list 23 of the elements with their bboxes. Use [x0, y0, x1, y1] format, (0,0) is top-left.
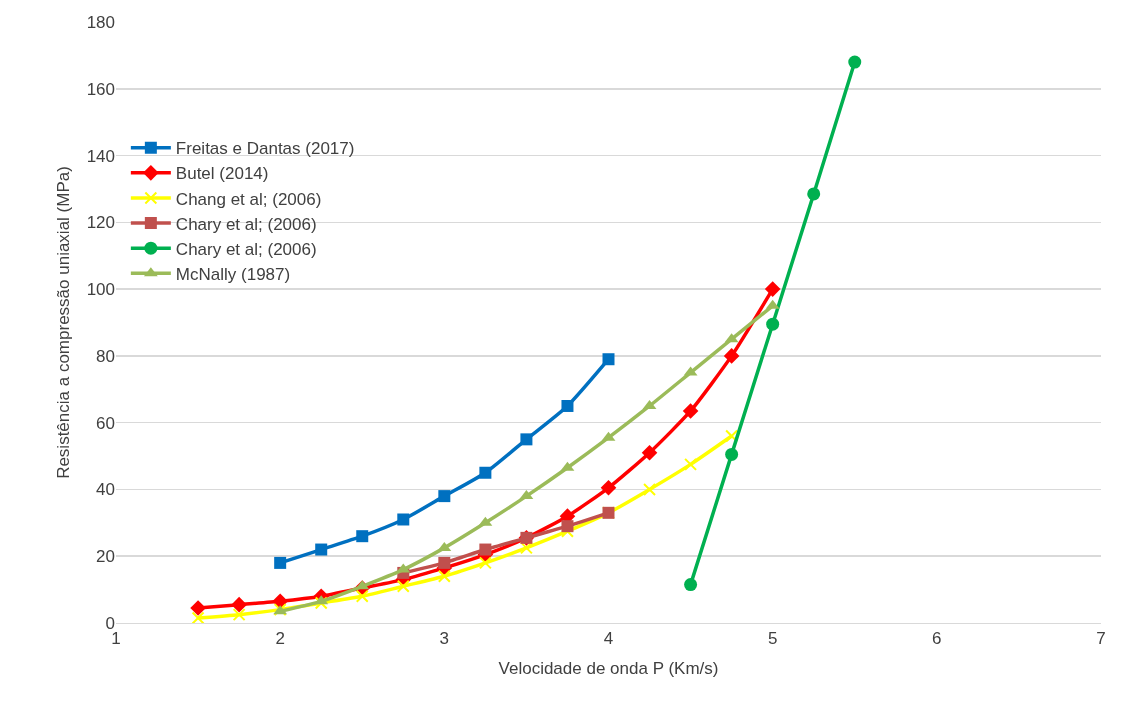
- legend-label: McNally (1987): [175, 264, 291, 284]
- y-tick-label: 100: [86, 280, 115, 300]
- y-tick-label: 20: [96, 547, 115, 567]
- y-tick-label: 120: [86, 213, 115, 233]
- x-tick-label: 7: [1096, 629, 1106, 649]
- y-tick-label: 140: [86, 146, 115, 166]
- legend-label: Chary et al; (2006): [175, 214, 317, 234]
- x-tick-label: 5: [767, 629, 778, 649]
- y-tick-label: 60: [96, 413, 115, 433]
- legend-label: Butel (2014): [175, 164, 269, 184]
- y-tick-label: 180: [86, 12, 115, 32]
- x-tick-label: 3: [439, 629, 450, 649]
- x-tick-label: 2: [275, 629, 285, 649]
- x-tick-label: 4: [603, 629, 614, 649]
- legend-label: Freitas e Dantas (2017): [175, 139, 355, 159]
- x-tick-label: 6: [932, 629, 942, 649]
- legend-label: Chang et al; (2006): [175, 189, 322, 209]
- y-tick-label: 160: [86, 79, 115, 99]
- legend-label: Chary et al; (2006): [175, 239, 317, 259]
- y-tick-label: 40: [96, 480, 115, 500]
- y-tick-label: 80: [96, 346, 115, 366]
- y-axis-title: Resistência a compressão uniaxial (MPa): [54, 166, 74, 479]
- x-axis-title: Velocidade de onda P (Km/s): [498, 658, 719, 678]
